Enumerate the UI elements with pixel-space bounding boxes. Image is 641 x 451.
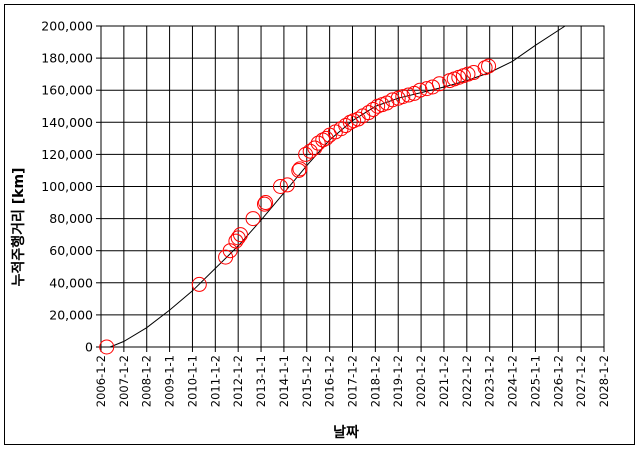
y-tick-label: 160,000 <box>41 83 93 98</box>
x-tick-label: 2011-1-2 <box>208 355 222 407</box>
y-tick-label: 20,000 <box>49 307 93 322</box>
x-tick-label: 2020-1-2 <box>414 355 428 407</box>
data-point <box>279 177 295 193</box>
x-tick-label: 2006-1-2 <box>94 355 108 407</box>
y-axis-title: 누적주행거리 [km] <box>10 168 27 287</box>
data-point <box>481 58 497 74</box>
chart-svg: 0 20,000 40,000 60,000 80,000 100,000 120,000 1… <box>10 19 611 442</box>
x-tick-label: 2017-1-2 <box>346 355 360 407</box>
y-tick-label: 140,000 <box>41 115 93 130</box>
data-point <box>291 162 307 178</box>
x-tick-label: 2010-1-1 <box>185 355 199 407</box>
data-point <box>412 82 428 98</box>
x-tick-label: 2028-1-2 <box>597 355 611 407</box>
x-tick-label: 2018-1-2 <box>368 355 382 407</box>
data-point <box>99 339 115 355</box>
y-tick-label: 0 <box>85 340 93 355</box>
data-point <box>431 76 447 92</box>
data-point <box>338 118 354 134</box>
data-point <box>256 196 272 212</box>
data-point <box>191 276 207 292</box>
x-tick-label: 2021-1-2 <box>437 355 451 407</box>
data-point <box>395 89 411 105</box>
x-tick-label: 2007-1-2 <box>117 355 131 407</box>
x-tick-label: 2026-1-2 <box>551 355 565 407</box>
data-point <box>258 195 274 211</box>
data-point <box>307 140 323 156</box>
data-point <box>425 79 441 95</box>
data-point <box>460 66 476 82</box>
data-points <box>99 58 497 355</box>
data-point <box>310 135 326 151</box>
x-tick-label: 2016-1-2 <box>323 355 337 407</box>
chart-frame: 0 20,000 40,000 60,000 80,000 100,000 120,000 1… <box>4 4 635 445</box>
x-tick-labels: 2006-1-2 2007-1-2 2008-1-2 2009-1-1 2010-1-1… <box>94 355 611 407</box>
x-tick-label: 2012-1-2 <box>231 355 245 407</box>
data-point <box>365 101 381 117</box>
x-tick-label: 2009-1-1 <box>163 355 177 407</box>
x-axis-title: 날짜 <box>333 425 359 441</box>
data-point <box>302 143 318 159</box>
x-tick-label: 2023-1-2 <box>483 355 497 407</box>
data-point <box>232 227 248 243</box>
y-tick-labels: 0 20,000 40,000 60,000 80,000 100,000 120,000 1… <box>41 19 93 355</box>
y-tick-label: 180,000 <box>41 51 93 66</box>
x-tick-label: 2024-1-2 <box>506 355 520 407</box>
y-tick-label: 60,000 <box>49 243 93 258</box>
data-point <box>230 230 246 246</box>
data-point <box>385 92 401 108</box>
y-tick-label: 120,000 <box>41 147 93 162</box>
y-tick-label: 40,000 <box>49 275 93 290</box>
x-tick-label: 2015-1-2 <box>300 355 314 407</box>
data-point <box>342 114 358 130</box>
x-tick-label: 2025-1-1 <box>528 355 542 407</box>
data-point <box>292 161 308 177</box>
x-tick-label: 2014-1-1 <box>277 355 291 407</box>
x-tick-label: 2027-1-2 <box>574 355 588 407</box>
data-point <box>272 179 288 194</box>
y-tick-label: 200,000 <box>41 19 93 34</box>
data-point <box>222 243 238 259</box>
grid-lines <box>96 25 605 352</box>
data-point <box>477 60 493 76</box>
x-tick-label: 2008-1-2 <box>140 355 154 407</box>
x-tick-label: 2019-1-2 <box>391 355 405 407</box>
data-point <box>245 211 261 227</box>
y-tick-label: 80,000 <box>49 211 93 226</box>
x-tick-label: 2013-1-1 <box>254 355 268 407</box>
x-tick-label: 2022-1-2 <box>460 355 474 407</box>
y-tick-label: 100,000 <box>41 179 93 194</box>
